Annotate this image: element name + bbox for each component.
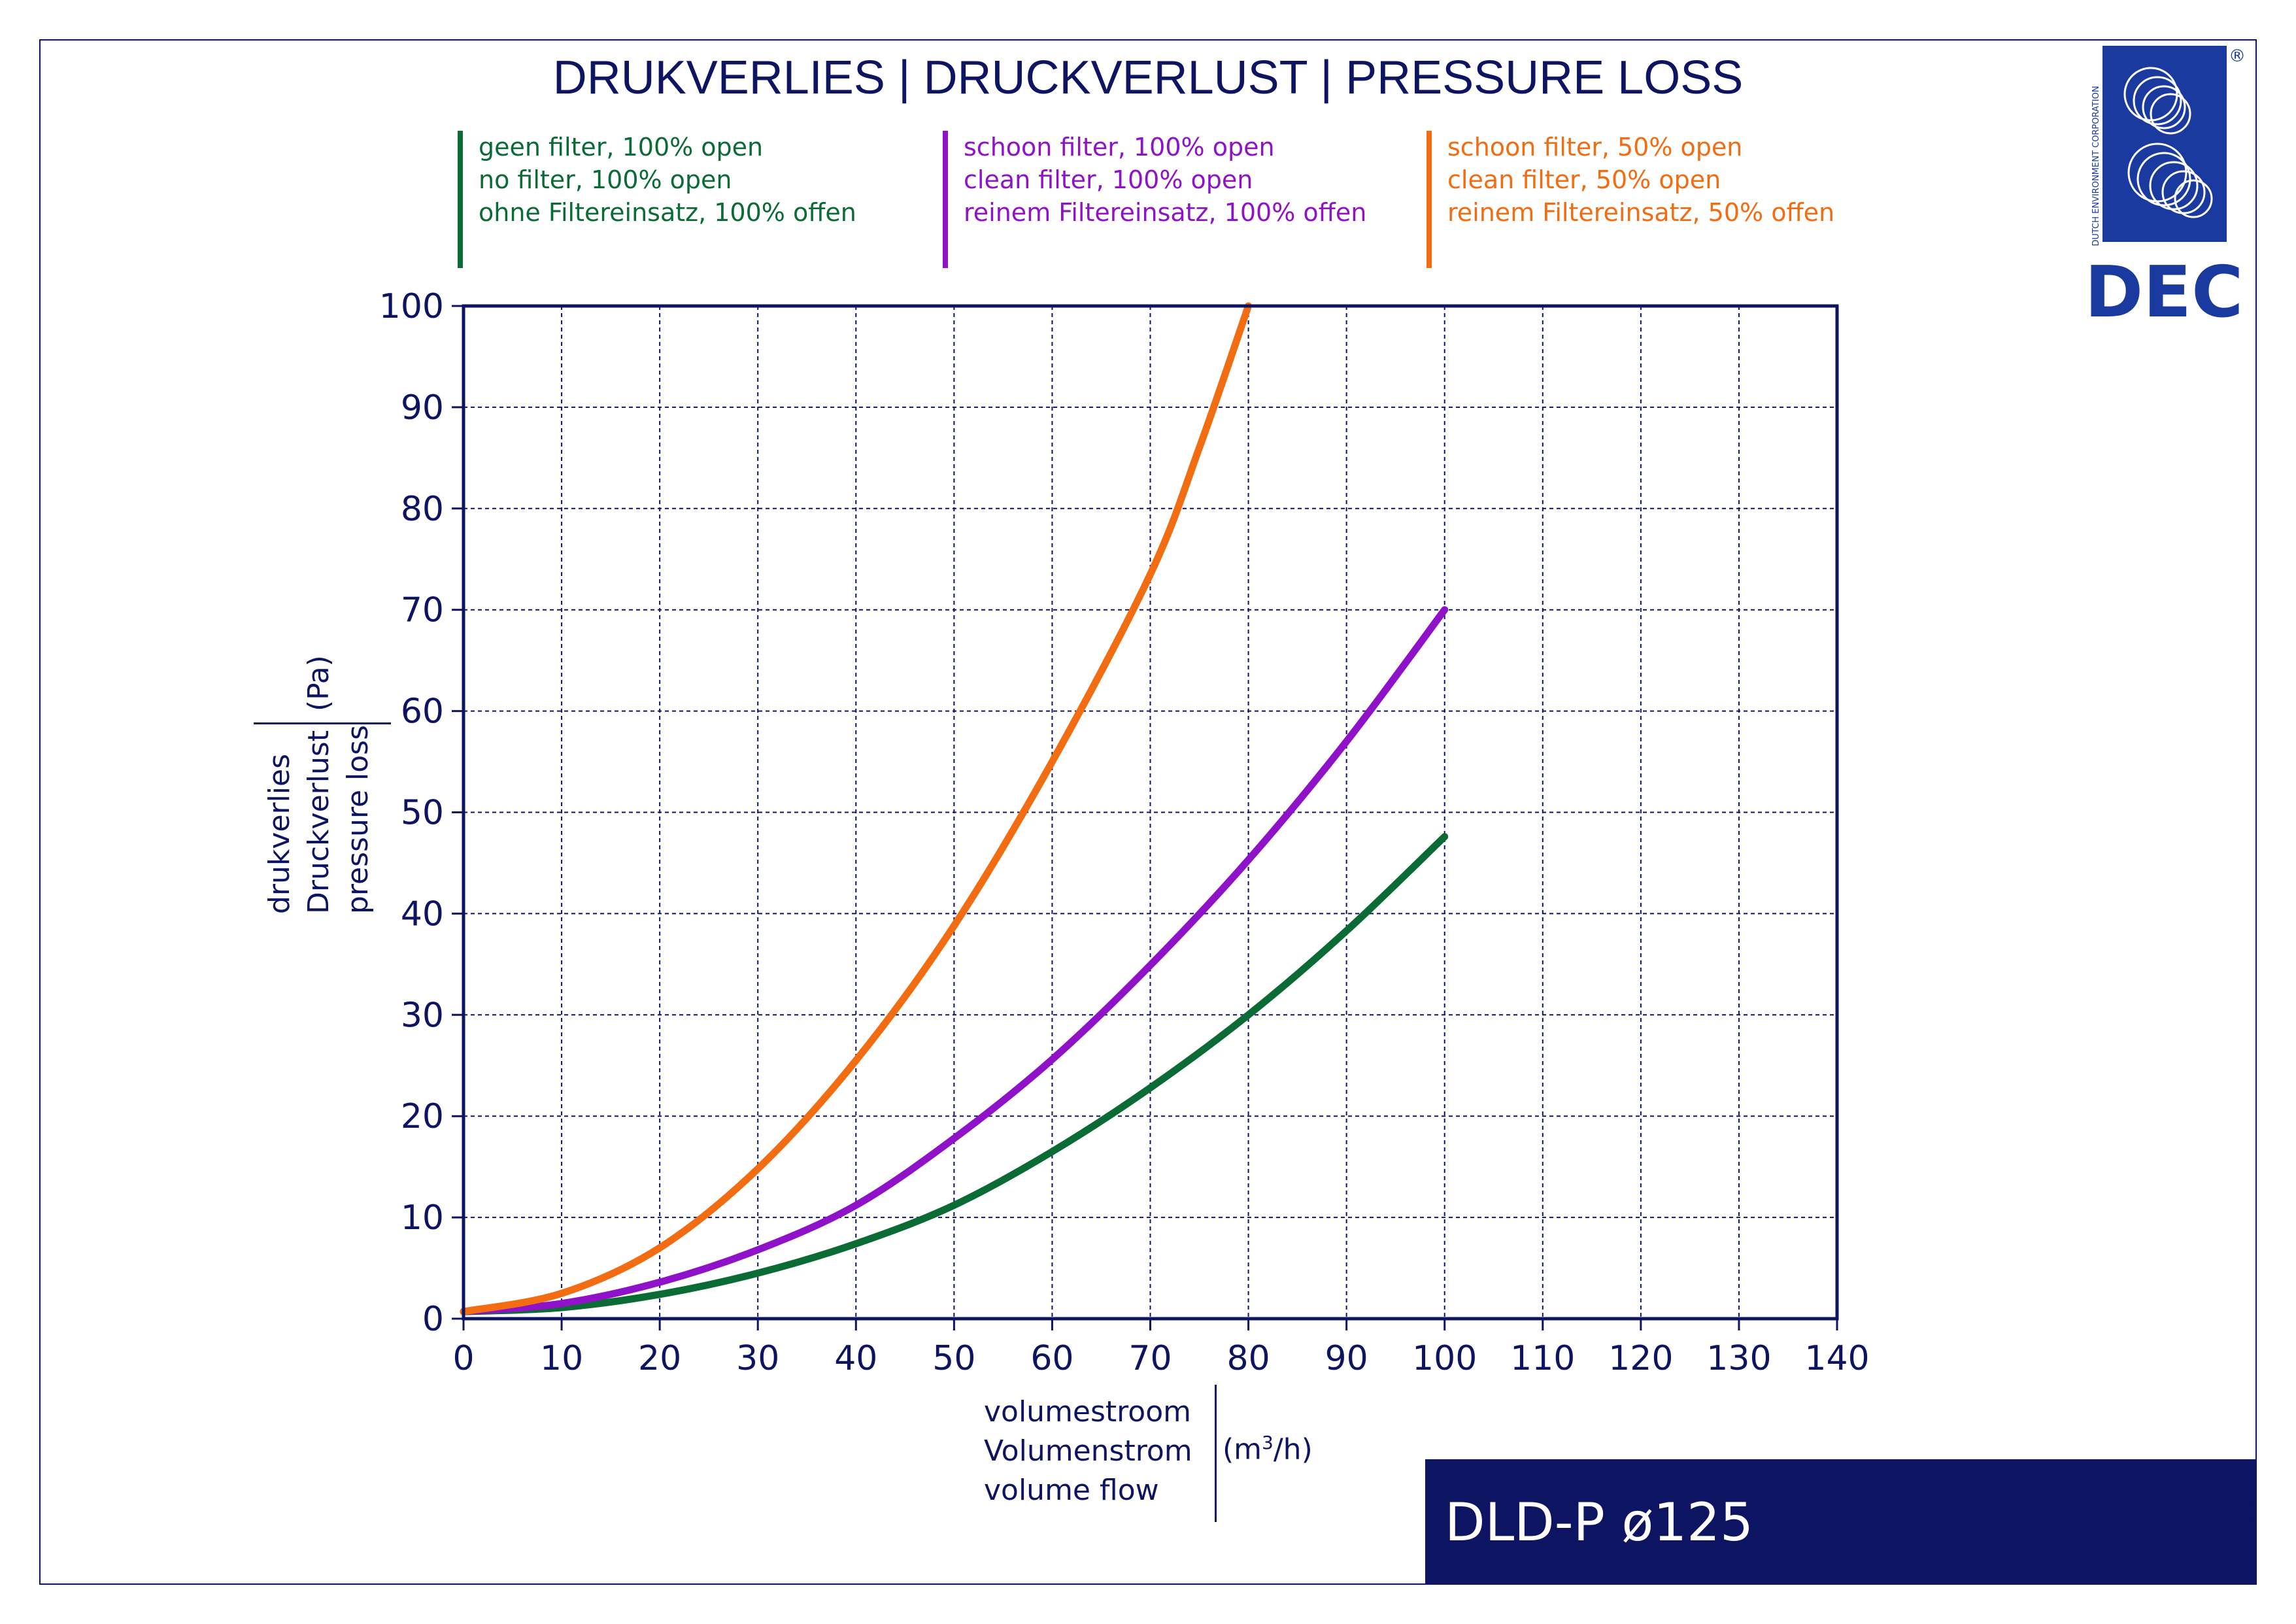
x-tick-label: 90: [1325, 1339, 1368, 1378]
logo-swirl-icon: [2123, 67, 2213, 218]
x-axis-unit-divider: [1215, 1385, 1217, 1522]
x-tick-label: 110: [1510, 1339, 1575, 1378]
x-tick-label: 0: [452, 1339, 474, 1378]
x-tick-label: 120: [1608, 1339, 1673, 1378]
x-axis-label-line: Volumenstrom: [984, 1434, 1192, 1468]
x-tick-label: 80: [1226, 1339, 1270, 1378]
y-tick-label: 90: [401, 388, 444, 428]
series-line-2: [460, 606, 1449, 1315]
x-tick-label: 130: [1706, 1339, 1771, 1378]
x-tick-label: 10: [540, 1339, 583, 1378]
x-tick-label: 100: [1412, 1339, 1477, 1378]
y-tick-label: 100: [379, 287, 444, 326]
series-line-3: [460, 302, 1253, 1315]
legend-line: geen filter, 100% open: [479, 133, 764, 161]
x-tick-label: 60: [1030, 1339, 1073, 1378]
x-tick-label: 30: [736, 1339, 779, 1378]
x-axis-label: volumestroom Volumenstrom volume flow: [984, 1393, 1192, 1510]
legend-line: clean filter, 50% open: [1447, 165, 1721, 194]
series-line-1: [460, 833, 1449, 1315]
legend-line: reinem Filtereinsatz, 100% offen: [964, 198, 1367, 227]
y-tick-label: 30: [401, 996, 444, 1035]
legend-item-clean-filter-100: schoon filter, 100% open clean filter, 1…: [943, 131, 1366, 268]
legend-line: clean filter, 100% open: [964, 165, 1253, 194]
x-axis-unit: (m3/h): [1223, 1432, 1313, 1466]
x-axis-unit-pre: (m: [1223, 1432, 1262, 1466]
x-axis-unit-sup: 3: [1262, 1432, 1274, 1453]
legend-line: schoon filter, 100% open: [964, 133, 1275, 161]
registered-mark: ®: [2229, 46, 2244, 66]
legend-line: ohne Filtereinsatz, 100% offen: [479, 198, 856, 227]
y-axis-label-line: Druckverlust: [302, 730, 335, 914]
x-axis-label-line: volumestroom: [984, 1395, 1192, 1429]
chart-series: [460, 302, 1449, 1315]
y-tick-label: 50: [401, 794, 444, 833]
axis-ticks: 0 10 20 30 40 50 60 70 80 90 100 110 120 130 140 0 10 20 3…: [379, 287, 1870, 1378]
legend-line: no filter, 100% open: [479, 165, 732, 194]
y-tick-label: 60: [401, 692, 444, 732]
x-axis-unit-post: /h): [1273, 1432, 1313, 1466]
y-tick-label: 70: [401, 591, 444, 630]
dec-logo: DUTCH ENVIRONMENT CORPORATION DEC ®: [2085, 46, 2244, 327]
page-frame: [39, 39, 2257, 1585]
y-axis-label-line: drukverlies: [263, 753, 296, 914]
x-tick-label: 70: [1128, 1339, 1172, 1378]
x-axis-label-line: volume flow: [984, 1474, 1159, 1507]
legend-item-no-filter: geen filter, 100% open no filter, 100% o…: [458, 131, 856, 268]
chart-title: DRUKVERLIES | DRUCKVERLUST | PRESSURE LO…: [552, 52, 1744, 104]
x-tick-label: 50: [932, 1339, 975, 1378]
y-tick-label: 10: [401, 1198, 444, 1238]
y-tick-label: 80: [401, 490, 444, 529]
y-axis-unit-divider: [254, 722, 391, 724]
x-tick-label: 20: [638, 1339, 681, 1378]
document-code: 06092018: [2244, 1472, 2258, 1530]
x-tick-label: 140: [1804, 1339, 1869, 1378]
y-axis-label-line: pressure loss: [341, 724, 375, 914]
x-tick-label: 40: [834, 1339, 877, 1378]
model-name: DLD-P ø125: [1445, 1492, 1753, 1553]
y-tick-label: 40: [401, 894, 444, 934]
legend-item-clean-filter-50: schoon filter, 50% open clean filter, 50…: [1427, 131, 1834, 268]
legend-line: reinem Filtereinsatz, 50% offen: [1447, 198, 1835, 227]
y-axis-unit: (Pa): [302, 655, 335, 711]
chart-grid: [464, 306, 1837, 1319]
y-tick-label: 20: [401, 1097, 444, 1136]
logo-wordmark: DEC: [2085, 252, 2244, 327]
logo-vertical-text: DUTCH ENVIRONMENT CORPORATION: [2091, 86, 2101, 246]
model-banner: DLD-P ø125: [1425, 1459, 2257, 1585]
y-tick-label: 0: [422, 1300, 444, 1339]
legend-line: schoon filter, 50% open: [1447, 133, 1743, 161]
